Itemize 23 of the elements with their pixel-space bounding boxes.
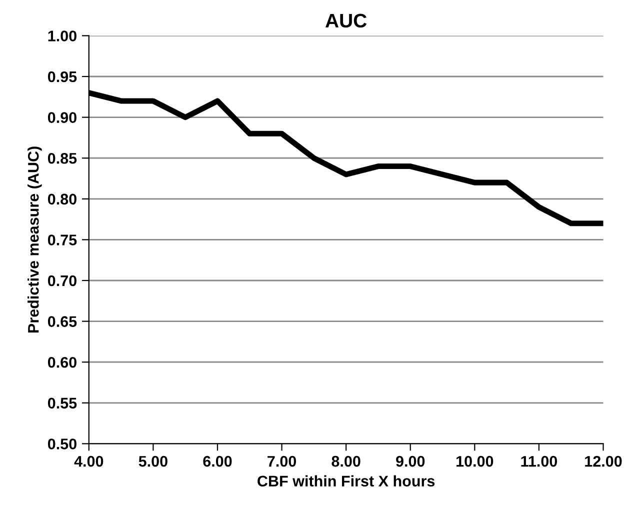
y-tick-label: 0.85	[48, 152, 77, 164]
y-tick-label: 0.90	[48, 112, 76, 123]
x-tick-label: 8.00	[332, 456, 360, 467]
x-tick-label: 7.00	[268, 456, 296, 467]
x-tick-label: 10.00	[456, 456, 494, 467]
y-tick-label: 0.60	[48, 356, 76, 368]
y-tick-label: 0.75	[48, 234, 77, 246]
y-tick-label: 0.55	[48, 398, 77, 409]
x-tick-label: 4.00	[74, 456, 104, 467]
y-tick-label: 0.70	[48, 275, 76, 286]
y-axis-title: Predictive measure (AUC)	[28, 146, 42, 332]
x-tick-label: 5.00	[138, 456, 168, 467]
x-tick-label: 6.00	[203, 456, 232, 467]
y-tick-label: 0.50	[48, 438, 76, 450]
x-tick-label: 9.00	[396, 456, 425, 467]
x-tick-label: 12.00	[585, 456, 622, 467]
y-tick-label: 0.95	[48, 71, 77, 82]
x-tick-label: 11.00	[521, 456, 558, 467]
y-tick-label: 0.65	[48, 316, 77, 327]
y-tick-label: 0.80	[48, 194, 76, 205]
chart-title: AUC	[325, 14, 367, 28]
y-tick-label: 1.00	[48, 30, 76, 42]
x-axis-title: CBF within First X hours	[258, 475, 435, 487]
